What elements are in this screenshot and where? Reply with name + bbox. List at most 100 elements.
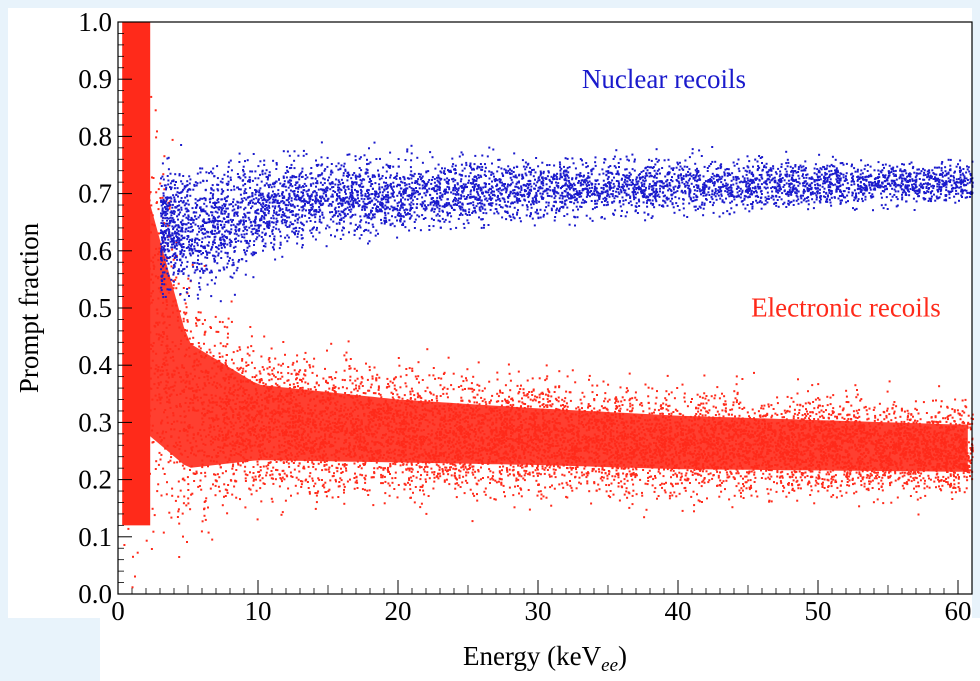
scatter-point <box>828 473 831 476</box>
scatter-point <box>575 464 578 467</box>
scatter-point <box>622 463 625 466</box>
scatter-point <box>564 453 567 456</box>
scatter-point <box>858 468 861 471</box>
scatter-point <box>585 476 588 479</box>
scatter-point <box>963 491 966 494</box>
scatter-point <box>176 319 179 322</box>
scatter-point <box>490 417 493 420</box>
scatter-point <box>295 377 298 380</box>
scatter-point <box>879 442 882 445</box>
scatter-point <box>519 406 522 409</box>
scatter-point <box>158 337 161 339</box>
scatter-point <box>565 460 567 462</box>
scatter-point <box>768 465 771 468</box>
scatter-point <box>409 488 412 491</box>
scatter-point <box>541 465 544 468</box>
scatter-point <box>544 486 547 489</box>
scatter-point <box>183 366 185 369</box>
scatter-point <box>556 451 559 454</box>
scatter-point <box>647 479 650 482</box>
scatter-point <box>332 384 335 387</box>
scatter-point <box>714 427 717 430</box>
scatter-point <box>540 435 543 438</box>
scatter-point <box>327 426 330 429</box>
scatter-point <box>515 449 518 452</box>
scatter-point <box>675 464 678 466</box>
scatter-point <box>355 369 358 372</box>
scatter-point <box>957 434 960 437</box>
scatter-point <box>885 416 888 419</box>
scatter-point <box>797 461 800 464</box>
scatter-point <box>783 462 786 465</box>
scatter-point <box>315 395 318 398</box>
scatter-point <box>619 456 622 459</box>
scatter-point <box>378 410 381 413</box>
scatter-point <box>322 442 325 445</box>
scatter-point <box>474 396 477 399</box>
scatter-point <box>818 432 821 434</box>
scatter-point <box>824 468 827 470</box>
scatter-point <box>531 394 534 396</box>
scatter-point <box>743 423 746 426</box>
scatter-point <box>430 467 433 470</box>
scatter-point <box>893 424 895 427</box>
scatter-point <box>931 420 934 423</box>
scatter-point <box>764 477 767 480</box>
scatter-point <box>913 479 916 482</box>
scatter-point <box>471 390 474 393</box>
scatter-point <box>953 456 956 459</box>
scatter-point <box>887 476 890 479</box>
scatter-point <box>162 315 165 318</box>
scatter-point <box>328 435 331 438</box>
scatter-point <box>506 410 509 413</box>
scatter-point <box>748 415 750 418</box>
scatter-point <box>402 451 405 454</box>
scatter-point <box>608 461 611 464</box>
scatter-point <box>802 467 805 470</box>
scatter-point <box>678 443 681 446</box>
scatter-point <box>740 428 743 431</box>
scatter-point <box>657 409 660 412</box>
scatter-point <box>733 478 736 480</box>
scatter-point <box>305 421 308 424</box>
scatter-point <box>188 355 191 358</box>
scatter-point <box>514 485 516 488</box>
scatter-point <box>402 452 405 455</box>
scatter-point <box>588 439 591 442</box>
scatter-point <box>557 430 560 433</box>
scatter-point <box>291 426 294 429</box>
scatter-point <box>628 372 631 375</box>
scatter-point <box>279 457 282 460</box>
scatter-point <box>572 442 575 445</box>
scatter-point <box>724 467 727 470</box>
scatter-point <box>810 436 813 439</box>
scatter-point <box>716 443 719 445</box>
scatter-point <box>903 474 906 477</box>
scatter-point <box>676 435 679 438</box>
scatter-point <box>845 431 848 434</box>
scatter-point <box>849 473 852 476</box>
scatter-point <box>161 419 164 422</box>
scatter-point <box>250 345 253 348</box>
scatter-point <box>662 439 665 441</box>
scatter-point <box>813 418 816 420</box>
scatter-point <box>317 384 320 387</box>
scatter-point <box>835 456 838 459</box>
scatter-point <box>817 418 820 421</box>
scatter-point <box>854 416 857 419</box>
scatter-point <box>503 491 505 494</box>
scatter-point <box>551 403 554 406</box>
scatter-point <box>246 422 249 425</box>
scatter-point <box>218 490 221 493</box>
scatter-point <box>612 493 615 496</box>
scatter-point <box>376 373 379 376</box>
scatter-point <box>298 441 301 444</box>
scatter-point <box>155 352 158 355</box>
scatter-point <box>753 466 756 469</box>
scatter-point <box>860 444 862 447</box>
scatter-point <box>854 465 857 468</box>
scatter-point <box>500 446 503 449</box>
scatter-point <box>265 474 268 477</box>
scatter-point <box>238 405 241 408</box>
scatter-point <box>296 447 299 450</box>
